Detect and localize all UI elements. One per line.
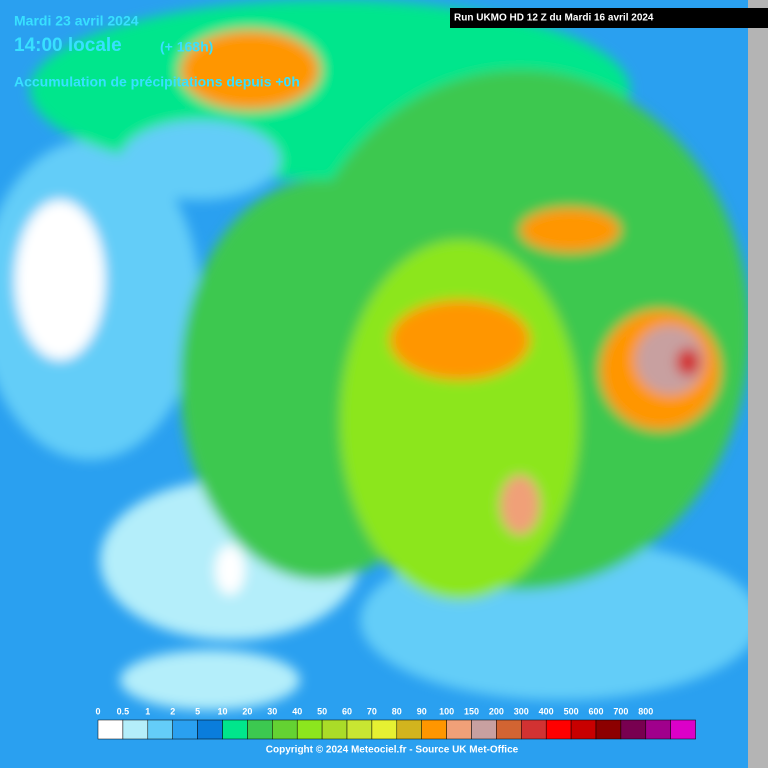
legend-swatch bbox=[545, 719, 572, 740]
legend-swatch bbox=[570, 719, 597, 740]
legend-label: 30 bbox=[267, 706, 277, 716]
legend-label: 10 bbox=[217, 706, 227, 716]
legend-label: 2 bbox=[170, 706, 175, 716]
subtitle: Accumulation de précipitations depuis +0… bbox=[14, 74, 300, 90]
legend-swatch bbox=[620, 719, 647, 740]
legend-swatch bbox=[521, 719, 547, 740]
legend-swatch bbox=[595, 719, 622, 740]
legend-swatch bbox=[197, 719, 223, 740]
legend-label: 5 bbox=[195, 706, 200, 716]
legend-swatch bbox=[147, 719, 173, 740]
time: 14:00 locale bbox=[14, 35, 122, 56]
legend-label: 700 bbox=[613, 706, 628, 716]
legend-label: 800 bbox=[638, 706, 653, 716]
legend-swatch bbox=[247, 719, 273, 740]
copyright: Copyright © 2024 Meteociel.fr - Source U… bbox=[266, 745, 519, 756]
legend-swatch bbox=[670, 719, 696, 740]
legend-label: 0.5 bbox=[117, 706, 130, 716]
legend-swatch bbox=[471, 719, 497, 740]
legend-swatch bbox=[645, 719, 671, 740]
legend-swatch bbox=[396, 719, 422, 740]
legend-label: 400 bbox=[539, 706, 554, 716]
legend-label: 60 bbox=[342, 706, 352, 716]
legend-swatch bbox=[446, 719, 472, 740]
legend-label: 600 bbox=[588, 706, 603, 716]
map-border bbox=[748, 0, 768, 768]
legend-label: 200 bbox=[489, 706, 504, 716]
legend: 0 0.5 1 2 5 10 20 30 40 50 60 70 80 90 100 150 200 300 400… bbox=[95, 706, 696, 740]
legend-swatch bbox=[421, 719, 447, 740]
precip-field bbox=[0, 0, 760, 710]
date: Mardi 23 avril 2024 bbox=[14, 13, 139, 29]
legend-label: 80 bbox=[392, 706, 402, 716]
legend-swatch bbox=[321, 719, 348, 740]
legend-label: 150 bbox=[464, 706, 479, 716]
run-info: Run UKMO HD 12 Z du Mardi 16 avril 2024 bbox=[454, 13, 654, 24]
run-box bbox=[450, 8, 768, 28]
lead-time: (+ 168h) bbox=[160, 39, 213, 55]
legend-swatch bbox=[296, 719, 323, 740]
legend-swatch bbox=[371, 719, 398, 740]
legend-swatch bbox=[272, 719, 298, 740]
legend-label: 70 bbox=[367, 706, 377, 716]
legend-swatch bbox=[122, 719, 149, 740]
legend-swatch bbox=[97, 719, 124, 740]
legend-swatch bbox=[346, 719, 373, 740]
legend-swatch bbox=[222, 719, 248, 740]
legend-label: 100 bbox=[439, 706, 454, 716]
legend-label: 20 bbox=[242, 706, 252, 716]
legend-label: 300 bbox=[514, 706, 529, 716]
legend-label: 90 bbox=[417, 706, 427, 716]
legend-label: 40 bbox=[292, 706, 302, 716]
legend-swatch bbox=[172, 719, 198, 740]
legend-label: 500 bbox=[564, 706, 579, 716]
legend-label: 50 bbox=[317, 706, 327, 716]
legend-label: 0 bbox=[95, 706, 100, 716]
legend-label: 1 bbox=[145, 706, 150, 716]
legend-swatch bbox=[496, 719, 522, 740]
